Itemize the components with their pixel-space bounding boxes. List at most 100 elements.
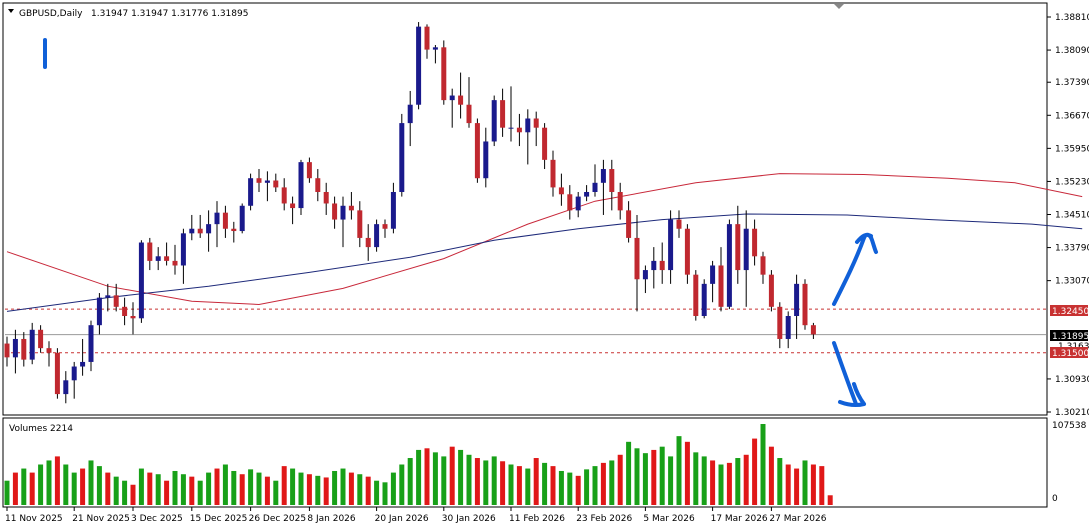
date-tick-label: 26 Dec 2025 xyxy=(249,514,307,524)
candle xyxy=(399,113,405,197)
moving-averages xyxy=(6,173,1083,312)
volume-bar xyxy=(222,464,228,505)
volume-bar xyxy=(525,468,531,505)
volume-bar xyxy=(567,472,573,505)
volume-bar xyxy=(508,464,514,505)
candle xyxy=(407,90,413,147)
volume-bar xyxy=(407,458,413,505)
candle xyxy=(206,210,212,252)
support-price-label: 1.31500 xyxy=(1050,347,1089,359)
volume-bar xyxy=(794,468,800,505)
volume-bar xyxy=(138,468,144,505)
candle xyxy=(155,247,161,271)
date-tick-label: 20 Jan 2026 xyxy=(375,514,429,524)
volume-bar xyxy=(264,476,270,505)
volume-bar xyxy=(399,464,405,505)
volume-bar xyxy=(592,466,598,505)
candle xyxy=(785,311,791,349)
candle xyxy=(222,205,228,238)
shift-marker-icon[interactable] xyxy=(834,4,844,9)
volume-bar xyxy=(735,458,741,505)
candle xyxy=(659,242,665,284)
candle xyxy=(668,210,674,284)
candle xyxy=(676,210,682,238)
candle xyxy=(46,341,52,367)
candle xyxy=(752,219,758,266)
candle xyxy=(575,191,581,218)
volume-bar xyxy=(500,461,506,505)
price-tick-label: 1.37390 xyxy=(1055,78,1089,88)
date-tick-label: 11 Feb 2026 xyxy=(509,514,565,524)
volume-bar xyxy=(315,475,321,505)
down-arrow-annotation xyxy=(832,341,866,408)
price-tick-label: 1.30930 xyxy=(1055,375,1089,385)
volume-bar xyxy=(701,456,707,505)
candle xyxy=(374,219,380,252)
candle xyxy=(306,157,312,183)
candle xyxy=(491,95,497,147)
volume-bar xyxy=(122,480,128,505)
volume-bar xyxy=(96,466,102,505)
volume-bar xyxy=(441,456,447,505)
candle xyxy=(718,247,724,312)
volume-bar xyxy=(760,424,766,505)
volume-bar xyxy=(491,456,497,505)
volume-bar xyxy=(668,456,674,505)
candle xyxy=(466,77,472,128)
volume-bar xyxy=(382,482,388,505)
date-tick-label: 15 Dec 2025 xyxy=(190,514,248,524)
candle xyxy=(54,348,60,399)
volume-bar xyxy=(54,456,60,505)
volume-bar xyxy=(600,462,606,505)
volume-bar xyxy=(147,472,153,505)
volume-bar xyxy=(768,446,774,505)
volume-bar xyxy=(626,441,632,505)
candle xyxy=(567,185,573,220)
volume-bar xyxy=(256,472,262,505)
candle xyxy=(684,224,690,284)
price-tick-label: 1.33790 xyxy=(1055,244,1089,254)
volume-bar xyxy=(827,495,833,505)
volume-bar xyxy=(416,449,422,505)
candle xyxy=(743,210,749,307)
volume-bar xyxy=(365,476,371,505)
candle xyxy=(726,219,732,310)
candle xyxy=(323,182,329,215)
dropdown-arrow-icon[interactable] xyxy=(8,9,14,13)
volume-bar xyxy=(424,448,430,505)
date-tick-label: 11 Nov 2025 xyxy=(5,514,63,524)
volume-bar xyxy=(819,466,825,505)
volume-bar xyxy=(651,449,657,505)
candle xyxy=(550,150,556,197)
volume-bar xyxy=(693,452,699,505)
volume-bar xyxy=(550,466,556,505)
candle xyxy=(584,185,590,202)
volume-bar xyxy=(80,468,86,505)
volume-axis: 107538 0 xyxy=(1052,421,1087,504)
candle xyxy=(617,182,623,220)
candle xyxy=(777,302,783,349)
volume-bar xyxy=(306,474,312,505)
volume-bar xyxy=(63,464,69,505)
candle xyxy=(542,123,548,170)
price-axis: 1.38810 1.38090 1.37390 1.36670 1.35950 1.352… xyxy=(1047,13,1089,418)
candle xyxy=(416,22,422,110)
support-price-text: 1.31500 xyxy=(1052,349,1089,359)
candle xyxy=(600,159,606,215)
volume-bar xyxy=(609,460,615,505)
candle xyxy=(810,322,816,339)
volume-bar xyxy=(332,470,338,505)
volume-bar xyxy=(164,480,170,505)
volume-label: Volumes 2214 xyxy=(9,424,73,434)
volume-bar xyxy=(785,464,791,505)
candle xyxy=(735,205,741,284)
candle xyxy=(122,297,128,326)
candle xyxy=(147,237,153,271)
date-tick-label: 8 Jan 2026 xyxy=(307,514,355,524)
candle xyxy=(441,40,447,105)
price-tick-label: 1.35950 xyxy=(1055,144,1089,154)
resistance-price-text: 1.32450 xyxy=(1052,307,1089,317)
candle xyxy=(231,221,237,243)
candle xyxy=(760,251,766,284)
current-price-text: 1.31895 xyxy=(1052,332,1089,342)
